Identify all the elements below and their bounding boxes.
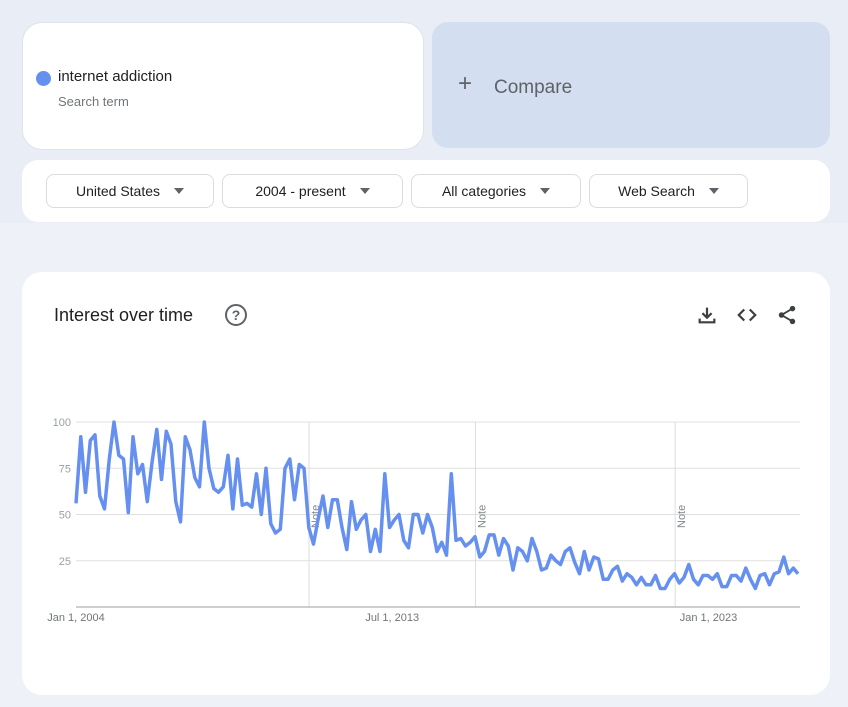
x-tick-label: Jul 1, 2013 <box>365 612 419 624</box>
x-tick-label: Jan 1, 2004 <box>47 612 105 624</box>
help-icon[interactable]: ? <box>225 304 247 326</box>
share-icon[interactable] <box>776 304 798 326</box>
category-dropdown[interactable]: All categories <box>411 174 581 208</box>
search-type-dropdown[interactable]: Web Search <box>589 174 748 208</box>
x-tick-label: Jan 1, 2023 <box>680 612 738 624</box>
region-label: United States <box>75 183 161 199</box>
y-tick-label: 25 <box>59 556 71 568</box>
region-dropdown[interactable]: United States <box>46 174 214 208</box>
search-type-label: Web Search <box>618 183 695 199</box>
filter-bar: United States 2004 - present All categor… <box>22 160 830 222</box>
interest-over-time-card: Interest over time ? <box>22 272 830 695</box>
series-color-dot <box>36 71 51 86</box>
chart-title: Interest over time <box>54 305 194 325</box>
time-range-dropdown[interactable]: 2004 - present <box>222 174 403 208</box>
caret-down-icon <box>708 188 719 194</box>
y-tick-label: 75 <box>59 463 71 475</box>
search-term-label[interactable]: internet addiction <box>58 68 173 85</box>
search-term-card[interactable]: internet addiction Search term <box>22 22 424 150</box>
caret-down-icon <box>359 188 370 194</box>
compare-button[interactable]: + Compare <box>432 22 830 148</box>
y-tick-label: 50 <box>59 510 71 522</box>
compare-label: Compare <box>494 77 573 98</box>
time-range-label: 2004 - present <box>255 183 346 199</box>
download-icon[interactable] <box>696 304 718 326</box>
category-label: All categories <box>441 183 527 199</box>
plus-icon: + <box>458 70 473 97</box>
caret-down-icon <box>540 188 551 194</box>
embed-code-icon[interactable] <box>736 304 758 326</box>
series-line <box>74 420 800 591</box>
note-label: Note <box>476 505 488 528</box>
search-term-sublabel: Search term <box>58 94 129 109</box>
caret-down-icon <box>174 188 185 194</box>
y-tick-label: 100 <box>53 417 71 429</box>
note-label: Note <box>676 505 688 528</box>
